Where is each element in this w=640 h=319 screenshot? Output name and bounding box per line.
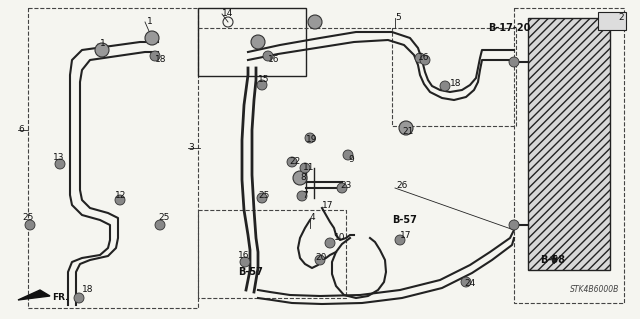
Circle shape — [293, 171, 307, 185]
Circle shape — [308, 15, 322, 29]
Circle shape — [115, 195, 125, 205]
Text: B-17-20: B-17-20 — [488, 23, 531, 33]
Text: 23: 23 — [340, 181, 351, 189]
Circle shape — [461, 277, 471, 287]
Circle shape — [509, 220, 519, 230]
Bar — [392, 28, 516, 126]
Circle shape — [395, 235, 405, 245]
Circle shape — [74, 293, 84, 303]
Text: 3: 3 — [188, 144, 194, 152]
Text: 20: 20 — [315, 254, 326, 263]
Text: 18: 18 — [155, 56, 166, 64]
Text: 25: 25 — [258, 191, 269, 201]
Text: 19: 19 — [306, 136, 317, 145]
Text: 18: 18 — [450, 79, 461, 88]
Circle shape — [155, 220, 165, 230]
Text: 1: 1 — [100, 40, 106, 48]
Circle shape — [399, 121, 413, 135]
Text: 26: 26 — [396, 181, 408, 189]
Text: 5: 5 — [395, 13, 401, 23]
Text: B-57: B-57 — [238, 267, 263, 277]
Text: 25: 25 — [22, 213, 33, 222]
Circle shape — [343, 150, 353, 160]
Text: 8: 8 — [300, 174, 306, 182]
Text: 12: 12 — [115, 191, 126, 201]
Text: 15: 15 — [258, 76, 269, 85]
Text: 25: 25 — [158, 213, 170, 222]
Text: STK4B6000B: STK4B6000B — [570, 286, 620, 294]
Text: 6: 6 — [18, 125, 24, 135]
Text: 18: 18 — [82, 286, 93, 294]
Bar — [598, 12, 626, 30]
Circle shape — [287, 157, 297, 167]
Text: 14: 14 — [222, 10, 234, 19]
Text: 11: 11 — [303, 164, 314, 173]
Circle shape — [240, 257, 250, 267]
Bar — [28, 8, 198, 308]
Text: 16: 16 — [418, 54, 429, 63]
Text: 21: 21 — [402, 128, 413, 137]
Text: 4: 4 — [310, 213, 316, 222]
Text: 9: 9 — [348, 155, 354, 165]
Text: 10: 10 — [334, 234, 346, 242]
Circle shape — [337, 183, 347, 193]
Circle shape — [145, 31, 159, 45]
Circle shape — [257, 80, 267, 90]
Circle shape — [315, 255, 325, 265]
Circle shape — [55, 159, 65, 169]
Bar — [514, 8, 624, 303]
Text: B-57: B-57 — [392, 215, 417, 225]
Circle shape — [297, 191, 307, 201]
Text: 2: 2 — [618, 13, 623, 23]
Circle shape — [440, 81, 450, 91]
Bar — [528, 18, 610, 270]
Circle shape — [300, 163, 310, 173]
Circle shape — [251, 35, 265, 49]
Text: 17: 17 — [400, 232, 412, 241]
Circle shape — [415, 53, 425, 63]
Text: 7: 7 — [302, 191, 308, 201]
Circle shape — [95, 43, 109, 57]
Circle shape — [263, 51, 273, 61]
Text: FR.: FR. — [52, 293, 68, 302]
Circle shape — [305, 133, 315, 143]
Circle shape — [325, 238, 335, 248]
Polygon shape — [18, 290, 50, 300]
Circle shape — [509, 57, 519, 67]
Text: 13: 13 — [53, 153, 65, 162]
Text: 22: 22 — [289, 158, 300, 167]
Text: 16: 16 — [268, 56, 280, 64]
Text: 16: 16 — [238, 251, 250, 261]
Circle shape — [420, 55, 430, 65]
Bar — [198, 210, 346, 298]
Text: 24: 24 — [464, 278, 476, 287]
Text: B-58: B-58 — [540, 255, 565, 265]
Circle shape — [25, 220, 35, 230]
Circle shape — [257, 193, 267, 203]
Bar — [198, 8, 306, 76]
Text: 1: 1 — [147, 18, 153, 26]
Circle shape — [150, 51, 160, 61]
Text: 17: 17 — [322, 201, 333, 210]
